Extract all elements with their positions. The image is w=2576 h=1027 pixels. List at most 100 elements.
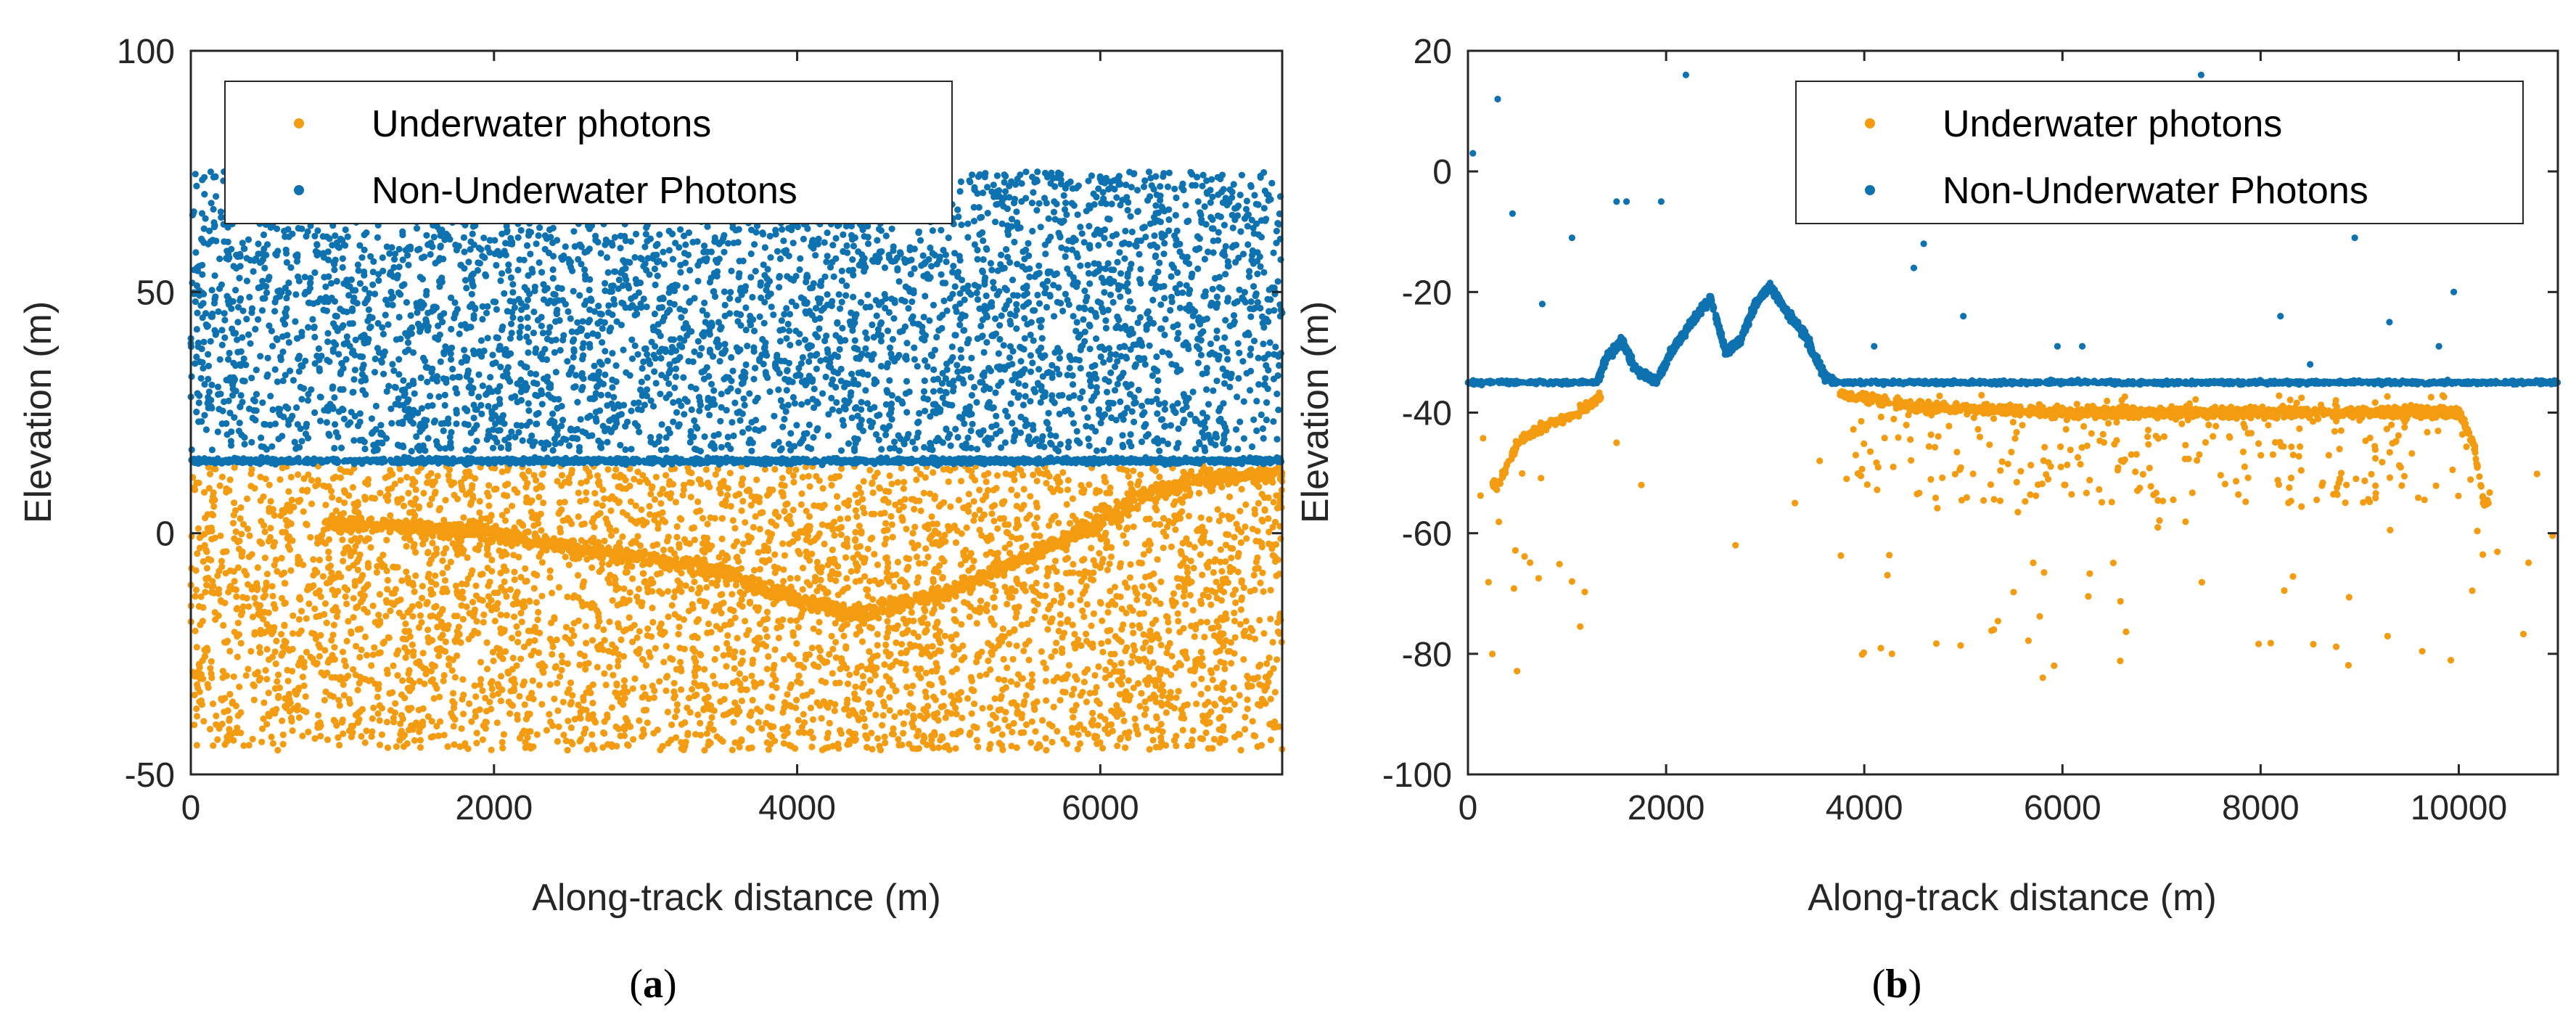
underwater-photon	[1256, 681, 1263, 688]
underwater-photon	[869, 479, 876, 486]
underwater-photon	[604, 576, 612, 583]
underwater-photon	[355, 555, 362, 562]
underwater-photon	[1080, 679, 1088, 686]
underwater-photon	[831, 518, 838, 525]
underwater-photon	[654, 727, 661, 734]
underwater-photon	[1045, 568, 1052, 576]
underwater-photon	[1146, 745, 1153, 753]
underwater-photon	[216, 482, 223, 489]
underwater-photon	[442, 496, 449, 504]
underwater-photon	[514, 489, 521, 496]
underwater-photon	[386, 690, 393, 697]
underwater-photon	[753, 705, 761, 713]
underwater-photon	[702, 466, 710, 473]
underwater-photon	[1057, 697, 1064, 704]
underwater-photon	[1228, 514, 1236, 521]
underwater-photon	[824, 589, 832, 596]
underwater-photon	[271, 710, 279, 717]
underwater-photon	[1062, 556, 1070, 563]
underwater-photon	[773, 684, 780, 692]
underwater-photon	[974, 653, 981, 660]
underwater-photon	[577, 708, 584, 716]
underwater-photon	[514, 711, 521, 719]
underwater-photon	[278, 594, 286, 602]
underwater-photon	[668, 602, 676, 609]
underwater-photon	[401, 695, 409, 702]
underwater-photon	[675, 631, 682, 638]
underwater-photon	[1267, 586, 1274, 594]
underwater-photon	[295, 714, 303, 721]
underwater-photon	[529, 677, 536, 684]
underwater-photon	[620, 683, 628, 690]
underwater-photon	[894, 558, 901, 566]
underwater-photon	[587, 690, 594, 697]
underwater-photon	[567, 639, 575, 647]
underwater-photon	[840, 622, 848, 630]
underwater-photon	[268, 583, 276, 590]
underwater-photon	[652, 512, 659, 519]
underwater-photon	[859, 496, 866, 503]
underwater-photon	[1217, 713, 1224, 721]
underwater-photon	[290, 705, 298, 712]
underwater-photon	[897, 709, 904, 716]
underwater-photon	[454, 628, 461, 635]
underwater-photon	[390, 714, 397, 721]
underwater-photon	[1142, 705, 1149, 713]
underwater-photon	[1203, 618, 1211, 626]
underwater-photon	[845, 728, 853, 735]
underwater-photon	[793, 697, 800, 704]
underwater-photon	[350, 666, 357, 673]
underwater-photon	[406, 687, 414, 695]
underwater-photon	[221, 741, 229, 748]
underwater-photon	[738, 590, 745, 597]
underwater-photon	[680, 486, 688, 494]
underwater-photon	[1108, 544, 1115, 552]
underwater-photon	[432, 572, 439, 579]
underwater-photon	[1017, 534, 1025, 542]
underwater-photon	[931, 495, 938, 502]
underwater-photon	[749, 656, 757, 663]
underwater-photon	[715, 605, 723, 613]
underwater-photon	[383, 719, 391, 726]
underwater-photon	[708, 713, 715, 721]
underwater-photon	[1259, 517, 1266, 525]
underwater-photon	[1240, 584, 1247, 592]
underwater-photon	[763, 633, 771, 640]
underwater-photon	[948, 692, 955, 700]
underwater-photon	[585, 660, 592, 667]
underwater-photon	[976, 507, 983, 514]
underwater-photon	[994, 725, 1001, 732]
underwater-photon	[908, 719, 916, 727]
underwater-photon	[329, 586, 336, 594]
underwater-photon	[231, 578, 238, 585]
underwater-photon	[516, 692, 523, 700]
underwater-photon	[843, 535, 850, 543]
underwater-photon	[451, 674, 459, 681]
underwater-photon	[664, 588, 672, 595]
underwater-photon	[1237, 746, 1244, 754]
underwater-photon	[571, 716, 578, 723]
underwater-photon	[932, 565, 939, 573]
underwater-photon	[800, 711, 807, 718]
underwater-photon	[1256, 538, 1263, 545]
underwater-photon	[224, 707, 231, 714]
underwater-photon	[906, 641, 914, 648]
underwater-photon	[745, 532, 752, 540]
underwater-photon	[246, 532, 253, 539]
underwater-photon	[300, 707, 307, 714]
underwater-photon	[731, 654, 738, 661]
underwater-photon	[930, 578, 937, 586]
underwater-photon	[731, 614, 739, 621]
underwater-photon	[1096, 739, 1104, 746]
underwater-photon	[284, 677, 292, 684]
underwater-photon	[665, 613, 672, 621]
underwater-photon	[688, 586, 695, 593]
underwater-photon	[429, 539, 436, 547]
underwater-photon	[888, 521, 895, 528]
underwater-photon	[859, 708, 866, 716]
underwater-photon	[1231, 586, 1239, 594]
underwater-photon	[691, 536, 698, 544]
underwater-photon	[639, 570, 647, 577]
underwater-photon	[852, 528, 859, 536]
underwater-photon	[484, 564, 491, 572]
